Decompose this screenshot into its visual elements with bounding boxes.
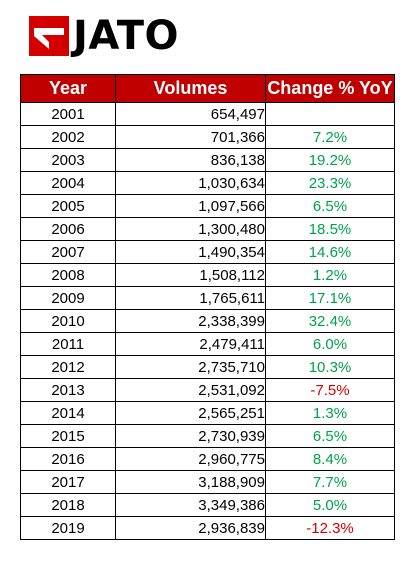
table-row: 2003 836,138 19.2% bbox=[20, 148, 395, 172]
header-change-yoy: Change % YoY bbox=[265, 74, 395, 103]
table-row: 2009 1,765,611 17.1% bbox=[20, 286, 395, 310]
volume-cell: 701,366 bbox=[115, 125, 266, 149]
change-cell: 1.3% bbox=[265, 401, 395, 425]
header-volumes: Volumes bbox=[115, 74, 266, 103]
table-row: 2002 701,366 7.2% bbox=[20, 125, 395, 149]
year-cell: 2003 bbox=[20, 148, 116, 172]
table-row: 2017 3,188,909 7.7% bbox=[20, 470, 395, 494]
volumes-table: Year Volumes Change % YoY 2001 654,497 200… bbox=[20, 74, 395, 540]
year-cell: 2007 bbox=[20, 240, 116, 264]
change-cell: 7.2% bbox=[265, 125, 395, 149]
change-cell: 32.4% bbox=[265, 309, 395, 333]
change-cell bbox=[265, 102, 395, 126]
jato-logo-icon bbox=[29, 16, 69, 56]
change-cell: 18.5% bbox=[265, 217, 395, 241]
year-cell: 2001 bbox=[20, 102, 116, 126]
logo-wordmark: JATO bbox=[73, 13, 180, 59]
table-row: 2013 2,531,092 -7.5% bbox=[20, 378, 395, 402]
year-cell: 2015 bbox=[20, 424, 116, 448]
volume-cell: 3,188,909 bbox=[115, 470, 266, 494]
year-cell: 2011 bbox=[20, 332, 116, 356]
table-row: 2008 1,508,112 1.2% bbox=[20, 263, 395, 287]
table-row: 2001 654,497 bbox=[20, 102, 395, 126]
change-cell: 6.0% bbox=[265, 332, 395, 356]
year-cell: 2017 bbox=[20, 470, 116, 494]
volume-cell: 1,030,634 bbox=[115, 171, 266, 195]
change-cell: 23.3% bbox=[265, 171, 395, 195]
jato-logo: JATO bbox=[29, 16, 179, 56]
table-row: 2019 2,936,839 -12.3% bbox=[20, 516, 395, 540]
header-year: Year bbox=[20, 74, 116, 103]
year-cell: 2009 bbox=[20, 286, 116, 310]
change-cell: 19.2% bbox=[265, 148, 395, 172]
table-row: 2014 2,565,251 1.3% bbox=[20, 401, 395, 425]
volume-cell: 2,730,939 bbox=[115, 424, 266, 448]
change-cell: 10.3% bbox=[265, 355, 395, 379]
volume-cell: 3,349,386 bbox=[115, 493, 266, 517]
volume-cell: 654,497 bbox=[115, 102, 266, 126]
change-cell: 5.0% bbox=[265, 493, 395, 517]
year-cell: 2018 bbox=[20, 493, 116, 517]
year-cell: 2016 bbox=[20, 447, 116, 471]
table-row: 2016 2,960,775 8.4% bbox=[20, 447, 395, 471]
change-cell: -12.3% bbox=[265, 516, 395, 540]
table-row: 2005 1,097,566 6.5% bbox=[20, 194, 395, 218]
table-row: 2006 1,300,480 18.5% bbox=[20, 217, 395, 241]
year-cell: 2010 bbox=[20, 309, 116, 333]
year-cell: 2004 bbox=[20, 171, 116, 195]
volume-cell: 2,735,710 bbox=[115, 355, 266, 379]
change-cell: 6.5% bbox=[265, 424, 395, 448]
year-cell: 2013 bbox=[20, 378, 116, 402]
volume-cell: 2,960,775 bbox=[115, 447, 266, 471]
volume-cell: 2,338,399 bbox=[115, 309, 266, 333]
table-row: 2007 1,490,354 14.6% bbox=[20, 240, 395, 264]
change-cell: 1.2% bbox=[265, 263, 395, 287]
volume-cell: 1,300,480 bbox=[115, 217, 266, 241]
volume-cell: 1,097,566 bbox=[115, 194, 266, 218]
volume-cell: 1,765,611 bbox=[115, 286, 266, 310]
change-cell: 14.6% bbox=[265, 240, 395, 264]
volume-cell: 2,531,092 bbox=[115, 378, 266, 402]
table-row: 2010 2,338,399 32.4% bbox=[20, 309, 395, 333]
change-cell: 17.1% bbox=[265, 286, 395, 310]
table-row: 2004 1,030,634 23.3% bbox=[20, 171, 395, 195]
change-cell: 6.5% bbox=[265, 194, 395, 218]
year-cell: 2006 bbox=[20, 217, 116, 241]
year-cell: 2008 bbox=[20, 263, 116, 287]
year-cell: 2002 bbox=[20, 125, 116, 149]
table-row: 2011 2,479,411 6.0% bbox=[20, 332, 395, 356]
year-cell: 2014 bbox=[20, 401, 116, 425]
volume-cell: 2,479,411 bbox=[115, 332, 266, 356]
table-row: 2015 2,730,939 6.5% bbox=[20, 424, 395, 448]
volume-cell: 2,936,839 bbox=[115, 516, 266, 540]
change-cell: -7.5% bbox=[265, 378, 395, 402]
year-cell: 2005 bbox=[20, 194, 116, 218]
year-cell: 2019 bbox=[20, 516, 116, 540]
volume-cell: 1,490,354 bbox=[115, 240, 266, 264]
year-cell: 2012 bbox=[20, 355, 116, 379]
table-row: 2018 3,349,386 5.0% bbox=[20, 493, 395, 517]
table-row: 2012 2,735,710 10.3% bbox=[20, 355, 395, 379]
volume-cell: 836,138 bbox=[115, 148, 266, 172]
volume-cell: 1,508,112 bbox=[115, 263, 266, 287]
table-header-row: Year Volumes Change % YoY bbox=[20, 74, 395, 103]
change-cell: 7.7% bbox=[265, 470, 395, 494]
change-cell: 8.4% bbox=[265, 447, 395, 471]
volume-cell: 2,565,251 bbox=[115, 401, 266, 425]
